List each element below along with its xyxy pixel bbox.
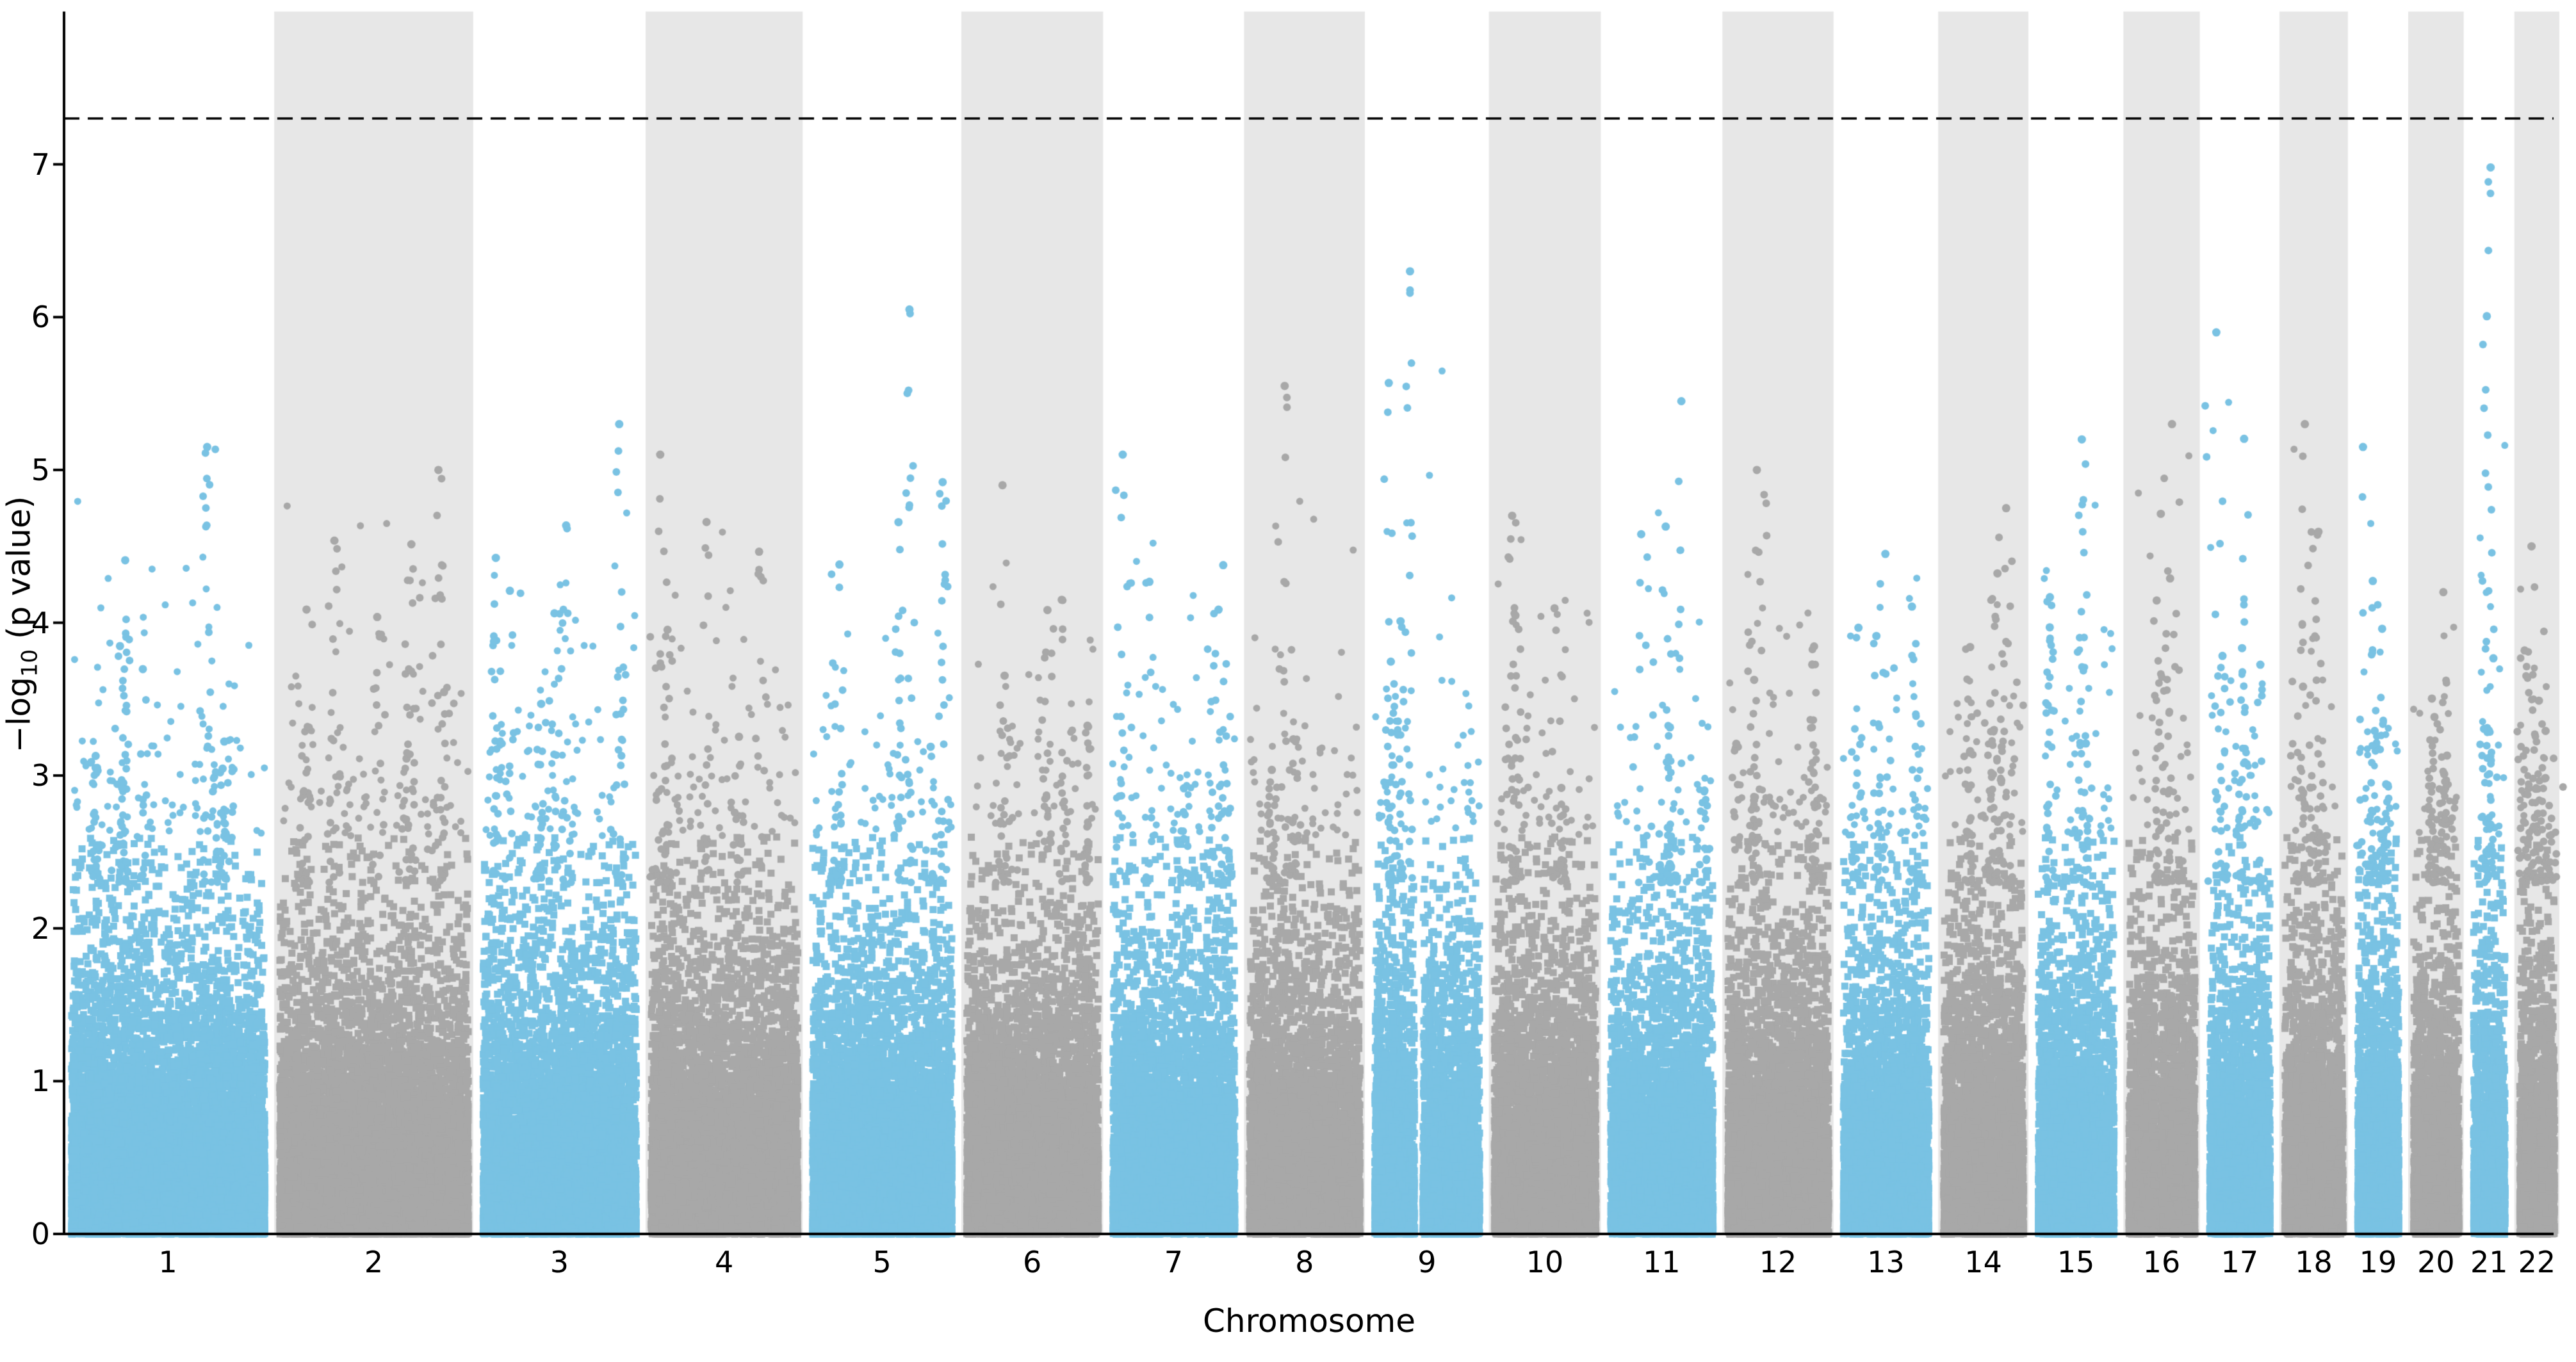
y-tick-label-3: 3 — [31, 758, 50, 793]
x-tick-label-chromosome-5: 5 — [872, 1245, 892, 1279]
x-tick-label-chromosome-11: 11 — [1643, 1245, 1681, 1279]
x-tick-label-chromosome-18: 18 — [2295, 1245, 2333, 1279]
x-tick-label-chromosome-9: 9 — [1417, 1245, 1437, 1279]
y-tick-label-2: 2 — [31, 911, 50, 946]
x-tick-label-chromosome-6: 6 — [1023, 1245, 1042, 1279]
y-tick-label-6: 6 — [31, 300, 50, 335]
y-tick-label-7: 7 — [31, 147, 50, 182]
x-tick-label-chromosome-12: 12 — [1759, 1245, 1797, 1279]
x-tick-label-chromosome-14: 14 — [1964, 1245, 2002, 1279]
x-tick-label-chromosome-10: 10 — [1526, 1245, 1564, 1279]
x-tick-label-chromosome-8: 8 — [1295, 1245, 1314, 1279]
x-tick-label-chromosome-22: 22 — [2518, 1245, 2556, 1279]
y-tick-label-1: 1 — [31, 1064, 50, 1099]
y-tick-label-4: 4 — [31, 605, 50, 640]
x-tick-label-chromosome-20: 20 — [2417, 1245, 2455, 1279]
x-tick-label-chromosome-3: 3 — [550, 1245, 569, 1279]
y-axis-label-subscript: 10 — [17, 649, 43, 677]
x-tick-label-chromosome-15: 15 — [2057, 1245, 2095, 1279]
y-axis-label-prefix: −log — [0, 677, 38, 753]
x-axis-label: Chromosome — [1202, 1302, 1416, 1340]
x-tick-label-chromosome-4: 4 — [714, 1245, 734, 1279]
x-tick-label-chromosome-13: 13 — [1867, 1245, 1905, 1279]
x-tick-label-chromosome-7: 7 — [1164, 1245, 1184, 1279]
x-tick-label-chromosome-1: 1 — [158, 1245, 177, 1279]
x-tick-label-chromosome-2: 2 — [364, 1245, 384, 1279]
x-tick-label-chromosome-17: 17 — [2221, 1245, 2259, 1279]
x-tick-label-chromosome-21: 21 — [2470, 1245, 2508, 1279]
y-tick-label-0: 0 — [31, 1217, 50, 1251]
y-tick-label-5: 5 — [31, 452, 50, 487]
x-tick-label-chromosome-19: 19 — [2359, 1245, 2397, 1279]
x-tick-label-chromosome-16: 16 — [2142, 1245, 2181, 1279]
